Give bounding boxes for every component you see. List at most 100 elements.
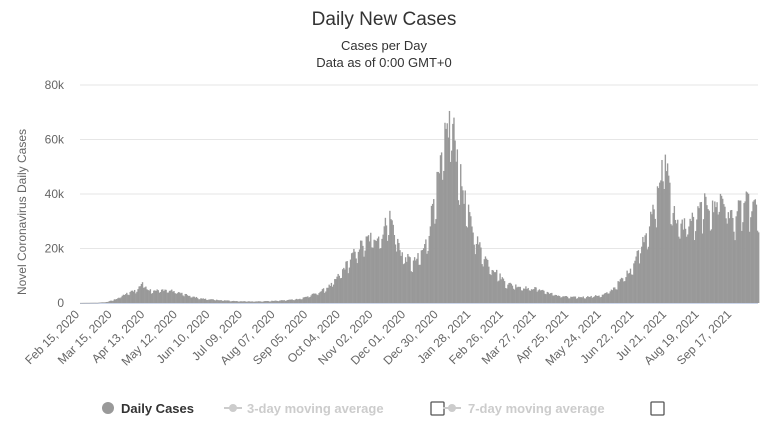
daily-cases-bar[interactable]	[650, 211, 652, 303]
daily-cases-bar[interactable]	[302, 297, 304, 303]
daily-cases-bar[interactable]	[240, 301, 243, 303]
daily-cases-bar[interactable]	[390, 219, 392, 303]
daily-cases-bar[interactable]	[705, 196, 707, 303]
daily-cases-bar[interactable]	[466, 227, 469, 303]
daily-cases-bar[interactable]	[434, 223, 436, 303]
daily-cases-bar[interactable]	[454, 140, 456, 303]
daily-cases-bar[interactable]	[301, 299, 303, 303]
daily-cases-bar[interactable]	[172, 291, 174, 303]
daily-cases-bar[interactable]	[138, 286, 140, 303]
daily-cases-bar[interactable]	[720, 195, 723, 303]
daily-cases-bar[interactable]	[572, 296, 574, 303]
daily-cases-bar[interactable]	[552, 295, 554, 303]
daily-cases-bar[interactable]	[163, 291, 165, 303]
daily-cases-bar[interactable]	[540, 290, 543, 303]
daily-cases-bar[interactable]	[430, 205, 433, 303]
daily-cases-bar[interactable]	[589, 297, 591, 303]
daily-cases-bar[interactable]	[723, 204, 725, 303]
daily-cases-bar[interactable]	[381, 238, 383, 303]
daily-cases-bar[interactable]	[162, 289, 164, 303]
daily-cases-bar[interactable]	[237, 301, 239, 303]
daily-cases-bar[interactable]	[585, 297, 588, 303]
daily-cases-bar[interactable]	[445, 128, 447, 303]
daily-cases-bar[interactable]	[338, 275, 340, 303]
daily-cases-bar[interactable]	[605, 292, 607, 303]
daily-cases-bar[interactable]	[487, 259, 489, 303]
daily-cases-bar[interactable]	[377, 236, 380, 303]
daily-cases-bar[interactable]	[521, 290, 524, 303]
daily-cases-bar[interactable]	[738, 200, 741, 303]
daily-cases-bar[interactable]	[514, 289, 516, 303]
daily-cases-bar[interactable]	[446, 123, 448, 303]
daily-cases-bar[interactable]	[666, 163, 669, 303]
daily-cases-bar[interactable]	[368, 241, 371, 303]
daily-cases-bar[interactable]	[132, 291, 135, 303]
daily-cases-bar[interactable]	[320, 291, 322, 303]
legend-checkbox[interactable]	[650, 401, 665, 416]
daily-cases-bar[interactable]	[175, 293, 177, 303]
daily-cases-bar[interactable]	[133, 289, 136, 303]
daily-cases-bar[interactable]	[623, 281, 625, 303]
daily-cases-bar[interactable]	[619, 279, 622, 303]
daily-cases-bar[interactable]	[507, 284, 509, 303]
daily-cases-bar[interactable]	[562, 296, 564, 303]
daily-cases-bar[interactable]	[167, 292, 170, 303]
daily-cases-bar[interactable]	[425, 239, 427, 303]
daily-cases-bar[interactable]	[556, 295, 559, 303]
daily-cases-bar[interactable]	[473, 244, 475, 303]
daily-cases-bar[interactable]	[452, 123, 454, 304]
daily-cases-bar[interactable]	[481, 264, 483, 303]
daily-cases-bar[interactable]	[567, 298, 570, 303]
daily-cases-bar[interactable]	[554, 294, 556, 303]
daily-cases-bar[interactable]	[319, 291, 321, 303]
daily-cases-bar[interactable]	[583, 298, 586, 303]
daily-cases-bar[interactable]	[715, 207, 717, 303]
daily-cases-bar[interactable]	[537, 290, 539, 303]
daily-cases-bar[interactable]	[87, 302, 90, 304]
daily-cases-bar[interactable]	[671, 225, 673, 303]
legend-marker-dot[interactable]	[448, 404, 456, 412]
daily-cases-bar[interactable]	[663, 188, 665, 303]
daily-cases-bar[interactable]	[647, 246, 650, 303]
daily-cases-bar[interactable]	[157, 290, 159, 303]
daily-cases-bar[interactable]	[524, 288, 526, 303]
daily-cases-bar[interactable]	[300, 299, 302, 303]
daily-cases-bar[interactable]	[284, 300, 287, 303]
daily-cases-bar[interactable]	[281, 300, 283, 303]
daily-cases-bar[interactable]	[737, 200, 740, 303]
daily-cases-bar[interactable]	[221, 300, 224, 303]
daily-cases-bar[interactable]	[717, 214, 719, 303]
daily-cases-bar[interactable]	[724, 206, 726, 303]
daily-cases-bar[interactable]	[630, 274, 633, 303]
daily-cases-bar[interactable]	[365, 236, 367, 303]
daily-cases-bar[interactable]	[458, 204, 461, 303]
daily-cases-bar[interactable]	[427, 250, 429, 303]
daily-cases-bar[interactable]	[270, 301, 272, 303]
daily-cases-bar[interactable]	[620, 277, 623, 303]
daily-cases-bar[interactable]	[307, 296, 309, 303]
daily-cases-bar[interactable]	[131, 290, 134, 303]
daily-cases-bar[interactable]	[498, 280, 500, 303]
daily-cases-bar[interactable]	[716, 202, 718, 303]
daily-cases-bar[interactable]	[121, 295, 123, 303]
daily-cases-bar[interactable]	[312, 293, 315, 303]
daily-cases-bar[interactable]	[328, 284, 330, 303]
daily-cases-bar[interactable]	[81, 302, 83, 304]
daily-cases-bar[interactable]	[202, 298, 204, 303]
daily-cases-bar[interactable]	[602, 294, 605, 303]
daily-cases-bar[interactable]	[627, 273, 629, 303]
daily-cases-bar[interactable]	[339, 278, 342, 303]
daily-cases-bar[interactable]	[83, 302, 85, 304]
daily-cases-bar[interactable]	[492, 270, 495, 303]
daily-cases-bar[interactable]	[551, 292, 553, 303]
daily-cases-bar[interactable]	[256, 301, 258, 303]
daily-cases-bar[interactable]	[392, 224, 394, 303]
daily-cases-bar[interactable]	[105, 301, 108, 303]
daily-cases-bar[interactable]	[255, 301, 257, 303]
daily-cases-bar[interactable]	[480, 247, 482, 303]
daily-cases-bar[interactable]	[429, 226, 432, 303]
daily-cases-bar[interactable]	[344, 269, 346, 303]
legend-marker-daily-cases[interactable]	[102, 402, 114, 414]
daily-cases-bar[interactable]	[88, 302, 91, 304]
daily-cases-bar[interactable]	[697, 206, 699, 303]
